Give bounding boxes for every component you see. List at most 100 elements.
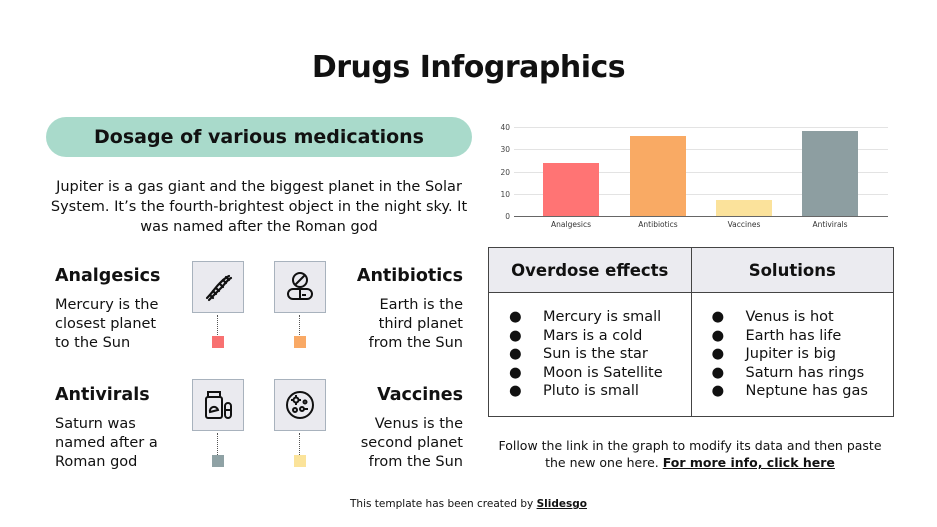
gridline xyxy=(514,194,888,195)
list-item: ● Neptune has gas xyxy=(712,382,894,401)
bullet-icon: ● xyxy=(509,383,522,400)
bullet-icon: ● xyxy=(509,364,522,381)
list-item-text: Earth has life xyxy=(745,327,842,344)
list-item-text: Moon is Satellite xyxy=(543,364,663,381)
text-line: Saturn was xyxy=(55,416,136,432)
medicine-bottle-icon-box xyxy=(192,379,244,431)
list-item-text: Mercury is small xyxy=(543,309,662,326)
category-title-vaccines: Vaccines xyxy=(377,385,463,405)
bullet-icon: ● xyxy=(711,346,725,363)
list-item: ● Pluto is small xyxy=(509,382,691,401)
list-item-text: Pluto is small xyxy=(543,383,639,400)
category-text-analgesics: Mercury is the closest planet to the Sun xyxy=(55,296,158,353)
text-line: Roman god xyxy=(55,454,138,470)
credit-text: This template has been created by xyxy=(350,498,537,510)
text-line: from the Sun xyxy=(368,335,463,351)
list-item-text: Venus is hot xyxy=(745,309,834,326)
connector-line xyxy=(299,433,300,455)
more-info-link[interactable]: For more info, click here xyxy=(662,455,835,470)
y-tick: 10 xyxy=(500,190,510,199)
list-item: ● Sun is the star xyxy=(509,345,691,364)
bar-chart[interactable]: 40 30 20 10 0 Analgesics Antibiotics Vac… xyxy=(490,118,890,234)
x-label: Analgesics xyxy=(551,220,591,229)
color-swatch-analgesics xyxy=(212,336,224,348)
gridline xyxy=(514,172,888,173)
category-title-antivirals: Antivirals xyxy=(55,385,150,405)
medicine-bottle-icon xyxy=(205,391,232,419)
bullet-icon: ● xyxy=(711,327,725,344)
intro-text: Jupiter is a gas giant and the biggest p… xyxy=(50,179,468,235)
text-line: second planet xyxy=(360,435,463,451)
connector-line xyxy=(217,315,218,337)
text-line: named after a xyxy=(55,435,158,451)
color-swatch-antibiotics xyxy=(294,336,306,348)
petri-dish-icon-box xyxy=(274,379,326,431)
dna-icon-box xyxy=(192,261,244,313)
page-title: Drugs Infographics xyxy=(311,50,626,85)
credit-footer: This template has been created by Slides… xyxy=(0,498,937,510)
category-text-antibiotics: Earth is the third planet from the Sun xyxy=(330,296,463,353)
list-item: ● Mercury is small xyxy=(509,308,691,327)
bar-analgesics[interactable] xyxy=(543,162,599,216)
list-item-text: Saturn has rings xyxy=(745,364,865,381)
info-note: Follow the link in the graph to modify i… xyxy=(490,437,890,471)
header-solutions: Solutions xyxy=(690,247,894,293)
x-label: Vaccines xyxy=(727,220,761,229)
list-item-text: Sun is the star xyxy=(543,346,648,363)
bar-vaccines[interactable] xyxy=(716,200,772,216)
overdose-effects-cell: ● Mercury is small ● Mars is a cold ● Sun is … xyxy=(488,292,692,417)
text-line: closest planet xyxy=(55,316,157,332)
list-item: ● Venus is hot xyxy=(712,308,894,327)
bullet-icon: ● xyxy=(509,327,522,344)
petri-dish-icon xyxy=(286,391,314,419)
list-item: ● Mars is a cold xyxy=(509,327,691,346)
list-item: ● Saturn has rings xyxy=(712,364,894,383)
x-label: Antivirals xyxy=(812,220,848,229)
bullet-icon: ● xyxy=(711,383,725,400)
x-label: Antibiotics xyxy=(638,220,678,229)
note-text: Follow the link in the graph to modify i… xyxy=(498,438,882,470)
list-item: ● Earth has life xyxy=(712,327,894,346)
header-overdose-effects: Overdose effects xyxy=(488,247,692,293)
list-item-text: Neptune has gas xyxy=(745,383,868,400)
list-item-text: Jupiter is big xyxy=(745,346,837,363)
category-text-vaccines: Venus is the second planet from the Sun xyxy=(330,415,463,472)
solutions-cell: ● Venus is hot ● Earth has life ● Jupiter is … xyxy=(690,292,894,417)
category-title-analgesics: Analgesics xyxy=(55,266,161,286)
slidesgo-link[interactable]: Slidesgo xyxy=(536,498,587,510)
y-tick: 40 xyxy=(500,123,510,132)
color-swatch-vaccines xyxy=(294,455,306,467)
list-item: ● Moon is Satellite xyxy=(509,364,691,383)
bar-antivirals[interactable] xyxy=(802,131,858,216)
gridline xyxy=(514,149,888,150)
overdose-table: Overdose effects Solutions ● Mercury is s… xyxy=(488,247,894,417)
connector-line xyxy=(299,315,300,337)
x-axis xyxy=(514,216,888,217)
bullet-icon: ● xyxy=(509,309,522,326)
y-tick: 20 xyxy=(500,168,510,177)
text-line: Venus is the xyxy=(374,416,463,432)
list-item: ● Jupiter is big xyxy=(712,345,894,364)
text-line: third planet xyxy=(378,316,463,332)
text-line: to the Sun xyxy=(55,335,131,351)
y-tick: 30 xyxy=(500,145,510,154)
gridline xyxy=(514,127,888,128)
color-swatch-antivirals xyxy=(212,455,224,467)
text-line: from the Sun xyxy=(368,454,463,470)
section-pill-label: Dosage of various medications xyxy=(94,126,424,148)
section-pill: Dosage of various medications xyxy=(46,117,472,157)
bar-antibiotics[interactable] xyxy=(630,135,686,216)
connector-line xyxy=(217,433,218,455)
dna-icon xyxy=(205,274,233,302)
text-line: Earth is the xyxy=(379,297,463,313)
category-text-antivirals: Saturn was named after a Roman god xyxy=(55,415,158,472)
category-title-antibiotics: Antibiotics xyxy=(356,266,463,286)
bullet-icon: ● xyxy=(711,309,725,326)
text-line: Mercury is the xyxy=(55,297,159,313)
y-tick: 0 xyxy=(505,212,510,221)
bullet-icon: ● xyxy=(509,346,522,363)
list-item-text: Mars is a cold xyxy=(543,327,643,344)
bullet-icon: ● xyxy=(711,364,725,381)
pills-icon-box xyxy=(274,261,326,313)
pills-icon xyxy=(287,272,313,300)
